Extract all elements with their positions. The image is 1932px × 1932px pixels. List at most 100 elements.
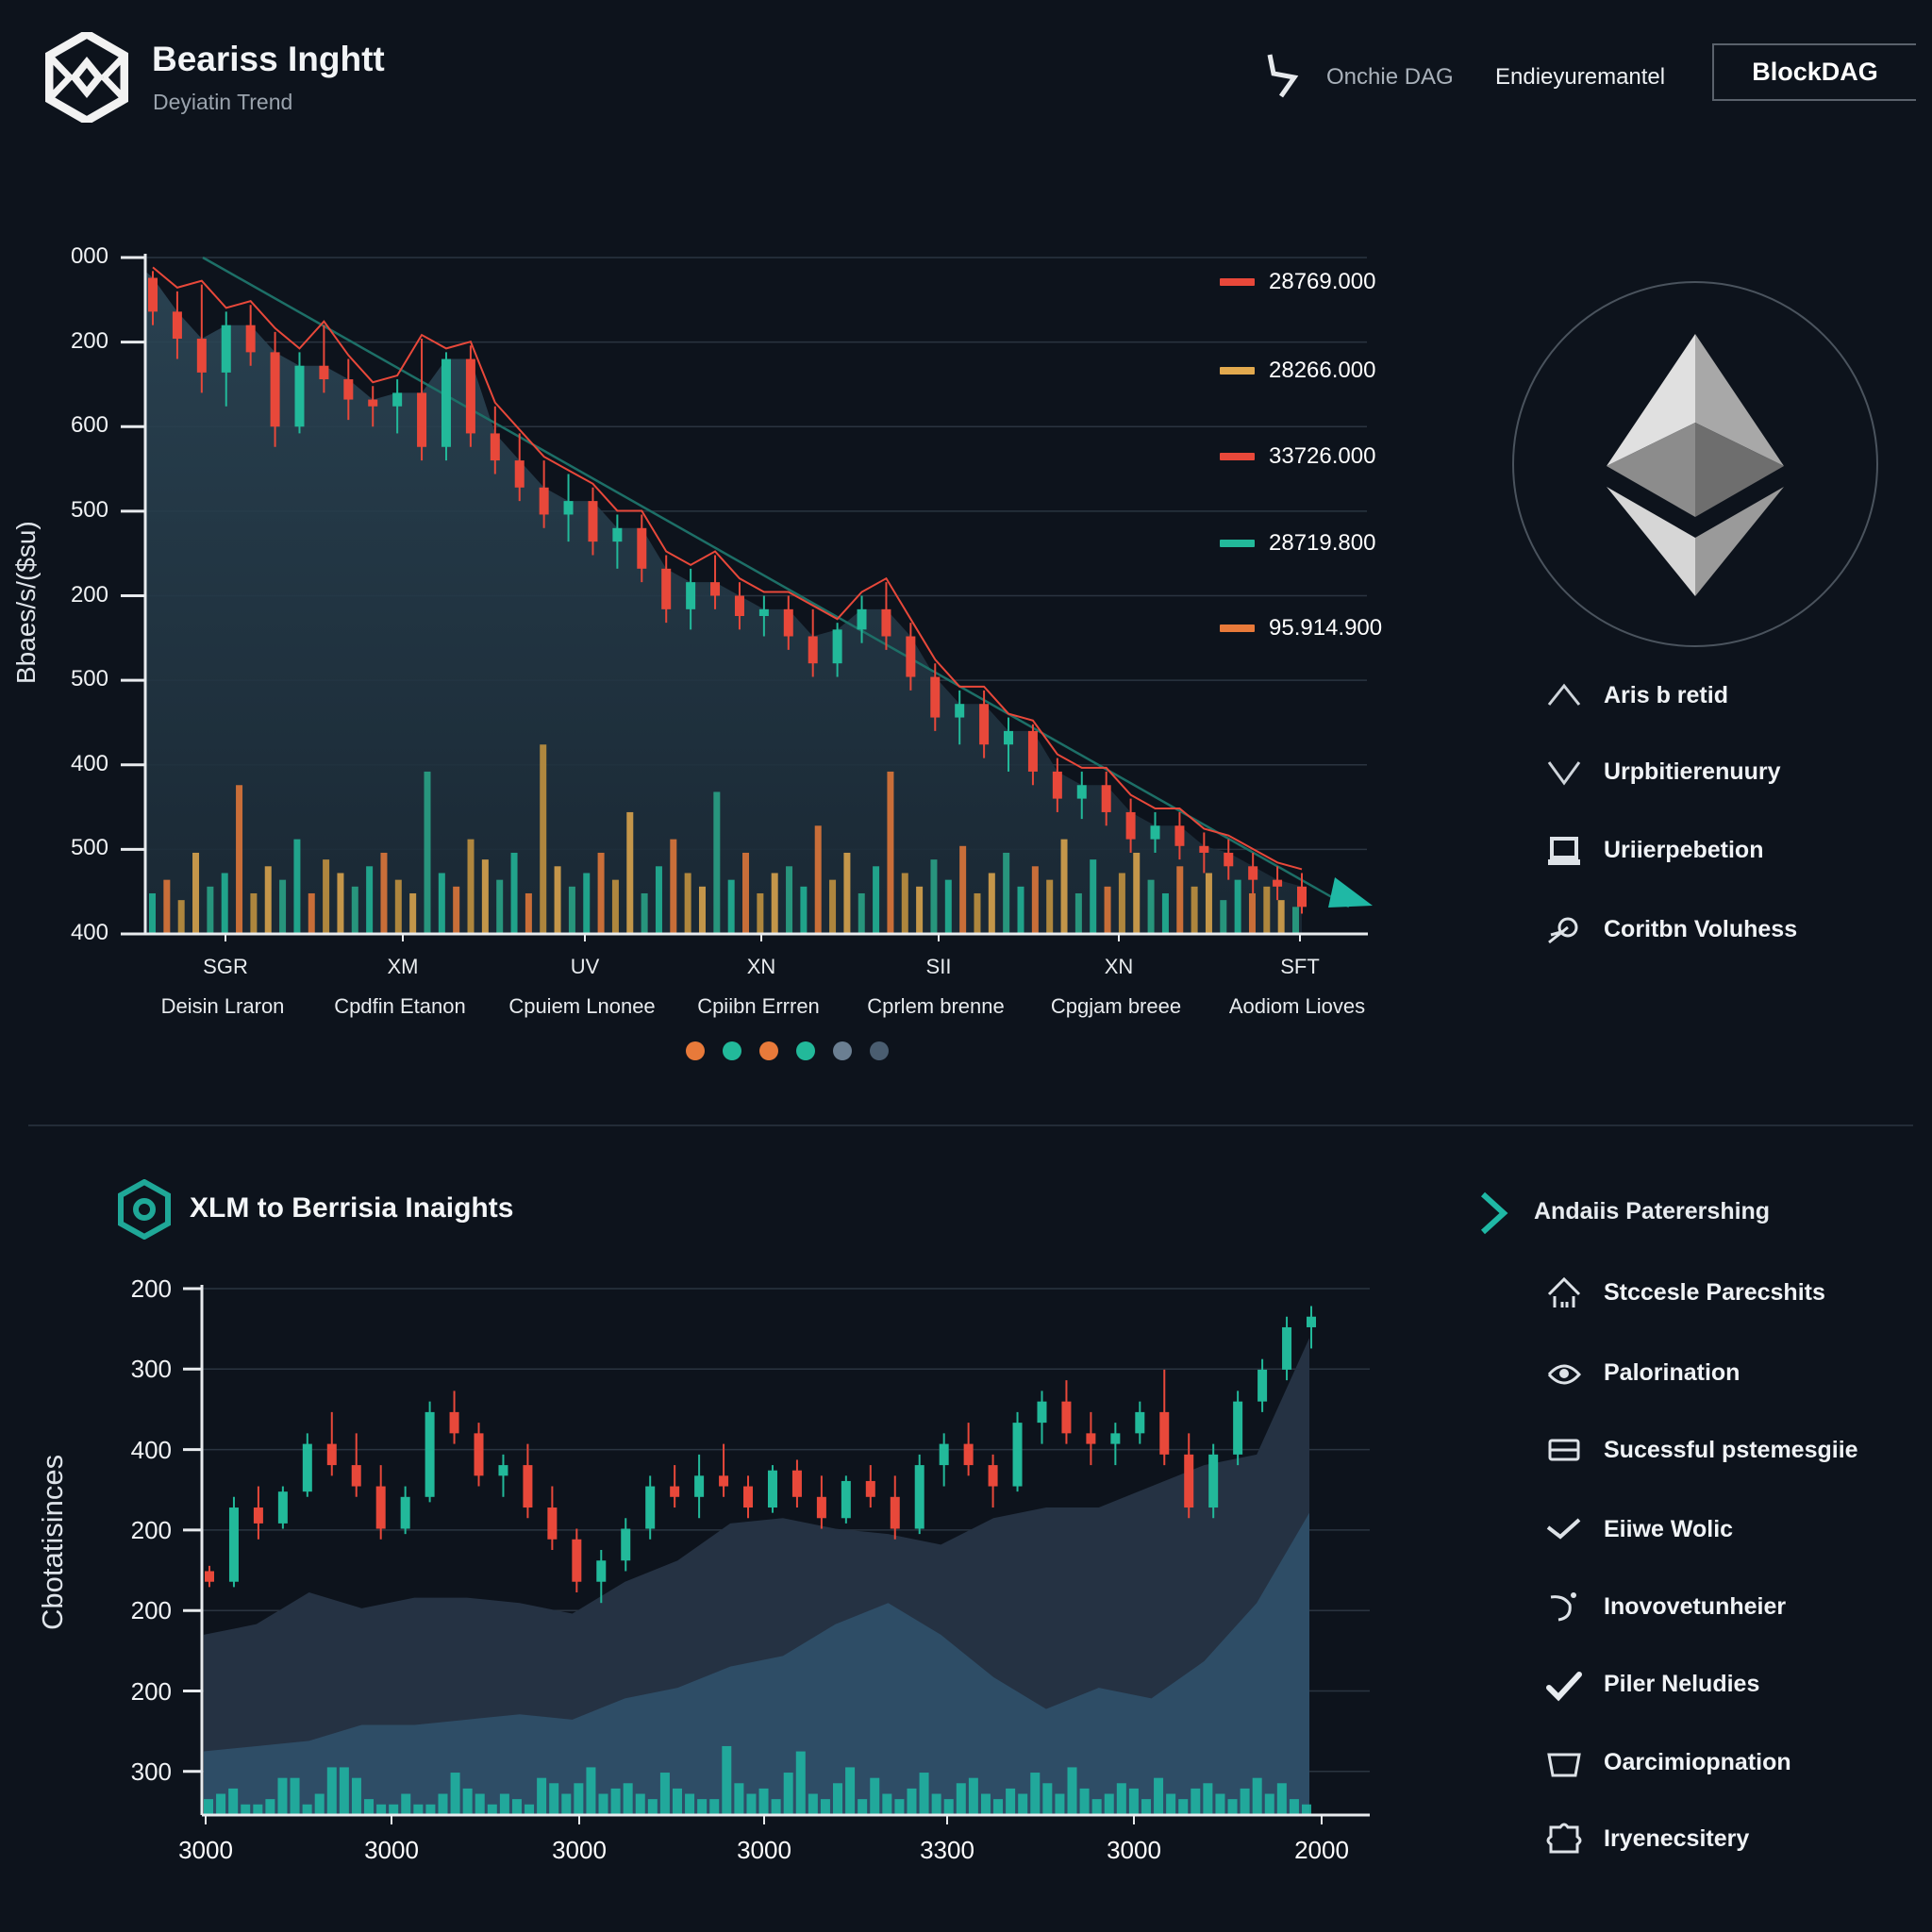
volume-bar: [845, 1767, 856, 1815]
volume-bar: [820, 1799, 830, 1815]
insight-item[interactable]: Coritbn Voluhess: [1545, 909, 1797, 949]
candle-body: [1101, 785, 1111, 812]
analysis-header[interactable]: Andaiis Paterershing: [1534, 1198, 1771, 1224]
candle-body: [523, 1465, 533, 1508]
y-tick-label: 200: [70, 327, 108, 354]
volume-bar: [1141, 1799, 1151, 1815]
pagination-dot[interactable]: [686, 1041, 705, 1060]
volume-bar: [1205, 873, 1212, 934]
analysis-item[interactable]: Oarcimiopnation: [1545, 1742, 1858, 1782]
analysis-item[interactable]: Palorination: [1545, 1353, 1858, 1392]
analysis-item[interactable]: Stccesle Parecshits: [1545, 1273, 1858, 1312]
candle-body: [1052, 771, 1062, 799]
candle-body: [645, 1486, 656, 1529]
volume-bar: [1060, 839, 1068, 934]
volume-bar: [623, 1783, 633, 1815]
y-tick-label: 200: [130, 1676, 172, 1706]
analysis-item[interactable]: Sucessful pstemesgiie: [1545, 1430, 1858, 1470]
legend-value: 28769.000: [1269, 269, 1376, 294]
analysis-label: Inovovetunheier: [1604, 1592, 1787, 1620]
volume-bar: [337, 873, 344, 934]
y-tick-label: 400: [70, 750, 108, 776]
volume-bar: [1176, 866, 1184, 934]
insight-item[interactable]: Urpbitierenuury: [1545, 752, 1797, 791]
volume-bar: [339, 1767, 349, 1815]
volume-bar: [659, 1773, 670, 1815]
legend-item: 28769.000: [1220, 268, 1382, 296]
volume-bar: [1003, 852, 1010, 934]
y-tick-label: 400: [70, 920, 108, 945]
volume-bar: [216, 1793, 226, 1815]
candle-body: [245, 325, 256, 353]
volume-bar: [887, 771, 894, 934]
blockdag-button[interactable]: BlockDAG: [1712, 43, 1916, 101]
volume-bar: [279, 879, 287, 934]
volume-bar: [323, 859, 330, 934]
pagination-dot[interactable]: [759, 1041, 778, 1060]
volume-bar: [163, 879, 171, 934]
pagination-dot[interactable]: [870, 1041, 889, 1060]
volume-bar: [241, 1804, 251, 1815]
volume-bar: [1263, 886, 1271, 934]
insight-item[interactable]: Aris b retid: [1545, 675, 1797, 715]
volume-bar: [409, 892, 417, 934]
candle-body: [375, 1486, 386, 1529]
candle-body: [547, 1507, 558, 1540]
candle-body: [277, 1491, 288, 1524]
volume-bar: [870, 1777, 880, 1815]
candle-body: [930, 676, 941, 718]
analysis-item[interactable]: Piler Neludies: [1545, 1664, 1858, 1704]
volume-bar: [684, 873, 691, 934]
analysis-item[interactable]: Eiiwe Wolic: [1545, 1509, 1858, 1549]
volume-bar: [1161, 892, 1169, 934]
volume-bar: [727, 879, 735, 934]
chevron-right-icon[interactable]: [1477, 1191, 1509, 1236]
section-divider: [28, 1124, 1913, 1126]
x-tick-label: 3000: [1107, 1836, 1161, 1864]
volume-bar: [467, 839, 475, 934]
nav-endieyuremantel[interactable]: Endieyuremantel: [1495, 64, 1666, 90]
candle-body: [1248, 866, 1258, 880]
candle-body: [474, 1433, 484, 1476]
volume-bar: [1147, 879, 1155, 934]
volume-bar: [450, 1773, 460, 1815]
candle-body: [539, 487, 549, 515]
candle-body: [572, 1539, 582, 1582]
volume-bar: [882, 1793, 892, 1815]
puzzle-icon: [1546, 1823, 1582, 1854]
analysis-item[interactable]: Inovovetunheier: [1545, 1587, 1858, 1626]
hexagon-logo-icon: [44, 28, 129, 126]
volume-bar: [366, 866, 374, 934]
candle-body: [612, 527, 623, 542]
volume-bar: [635, 1793, 645, 1815]
pagination-dot[interactable]: [723, 1041, 741, 1060]
pagination-dot[interactable]: [796, 1041, 815, 1060]
volume-bar: [685, 1793, 695, 1815]
y-tick-label: 500: [70, 835, 108, 861]
candle-body: [783, 608, 793, 637]
ethereum-icon: [1607, 334, 1784, 596]
candle-body: [670, 1486, 680, 1497]
volume-bar: [655, 866, 662, 934]
chevron-down-icon: [1547, 761, 1581, 786]
candle-body: [1257, 1369, 1268, 1402]
insight-item[interactable]: Uriierpebetion: [1545, 830, 1797, 870]
x-tick-label: SFT: [1280, 955, 1320, 978]
chevron-up-icon: [1547, 683, 1581, 706]
chart1-legend: 28769.000 28266.000 33726.000 28719.800 …: [1220, 268, 1382, 642]
candle-body: [955, 704, 965, 718]
pagination-dot[interactable]: [833, 1041, 852, 1060]
volume-bar: [1289, 1799, 1299, 1815]
x-tick-sublabel: Cpgjam breee: [1050, 994, 1182, 1018]
chart1-y-axis-label: Bbaes/s/($su): [11, 521, 41, 684]
x-tick-label: UV: [570, 955, 600, 978]
volume-bar: [525, 892, 532, 934]
dag-nav-icon: [1267, 54, 1299, 98]
analysis-item[interactable]: Iryenecsitery: [1545, 1819, 1858, 1858]
x-tick-label: 3000: [364, 1836, 419, 1864]
nav-onchie-dag[interactable]: Onchie DAG: [1326, 64, 1454, 90]
candle-body: [906, 636, 916, 677]
volume-bar: [1277, 900, 1285, 934]
volume-bar: [277, 1777, 288, 1815]
upper-area: [204, 1338, 1309, 1815]
